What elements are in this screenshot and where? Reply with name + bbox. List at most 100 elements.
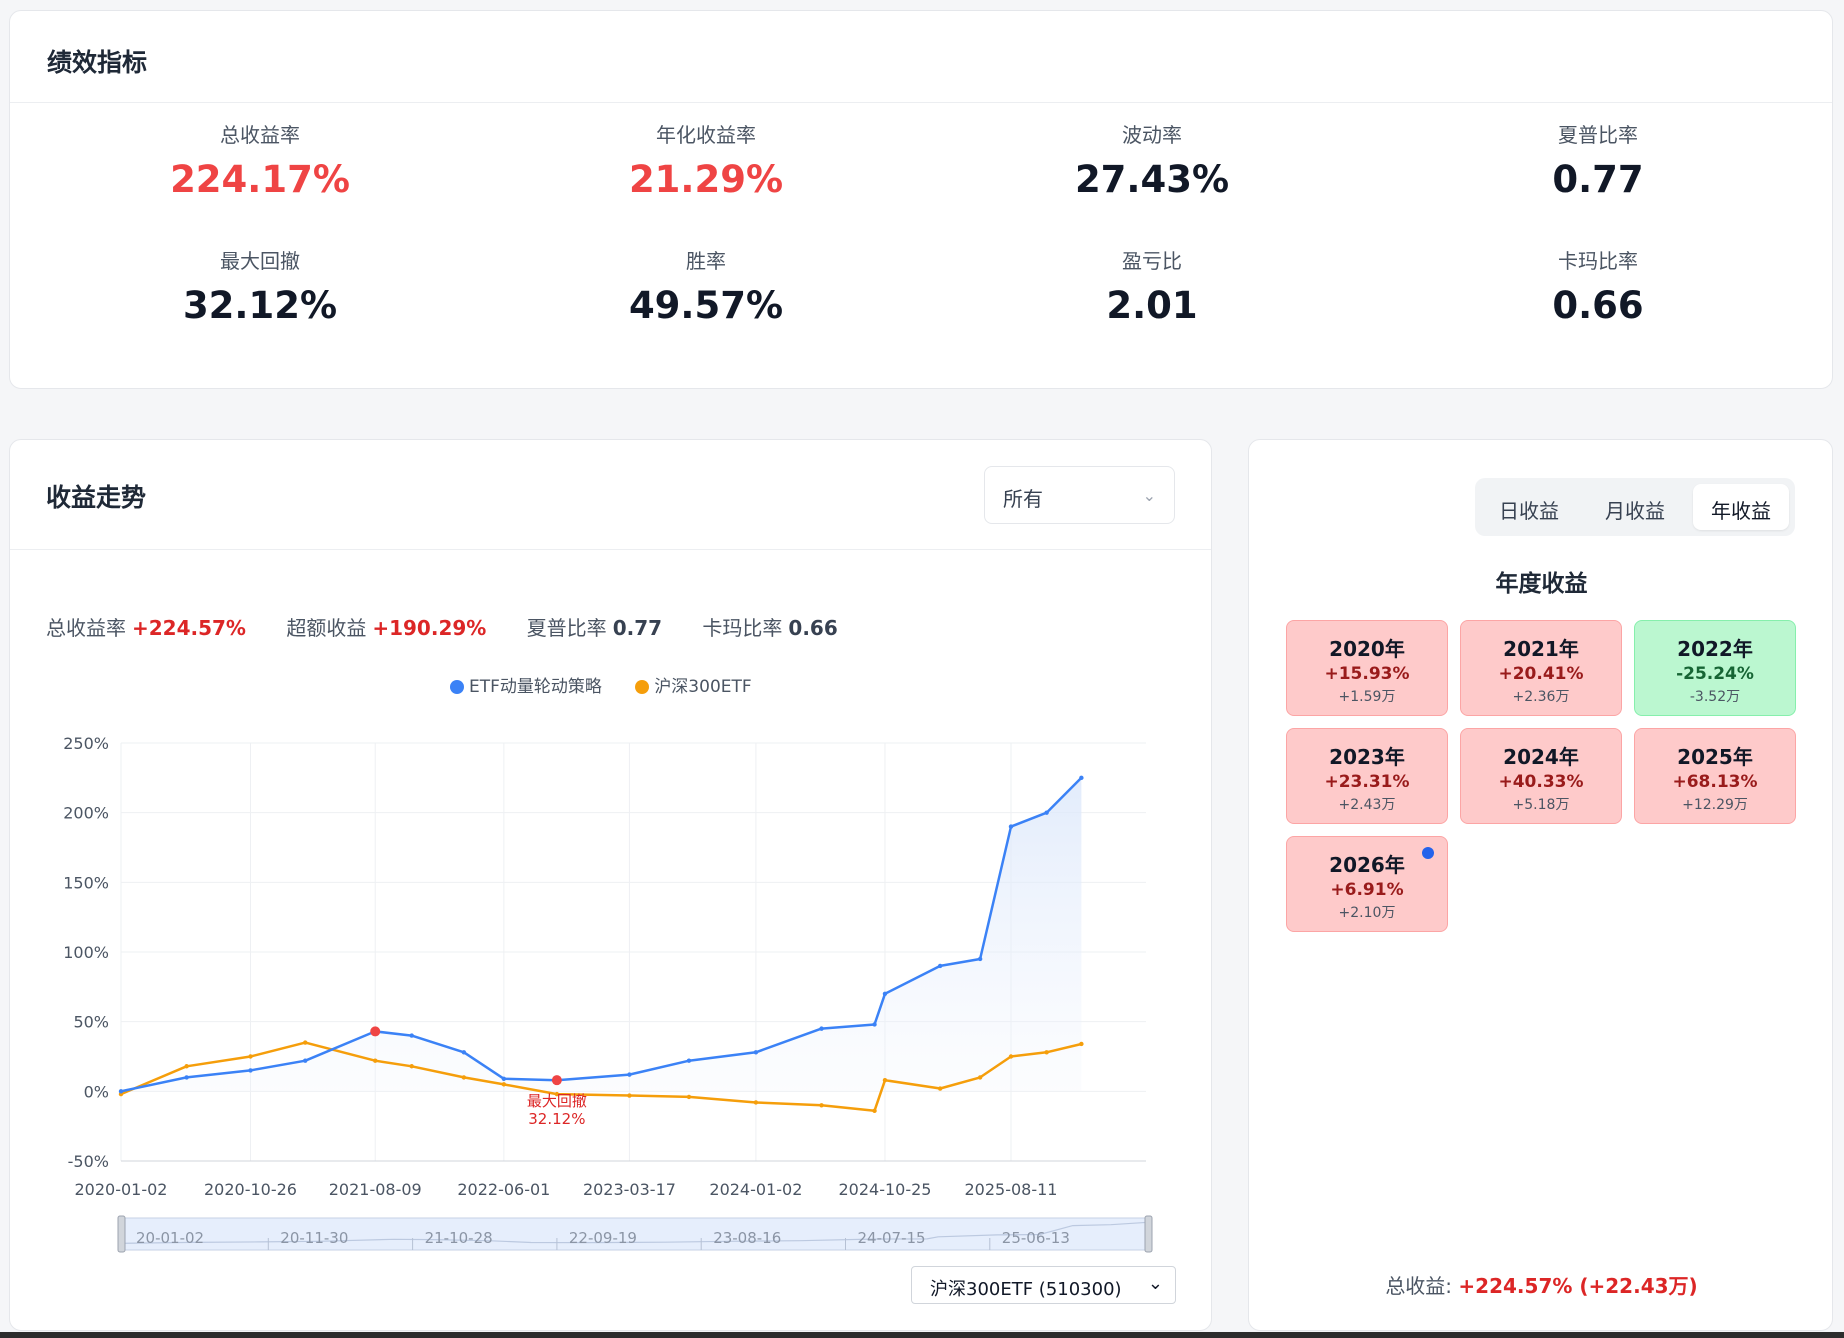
range-select-value: 所有 <box>1003 487 1043 511</box>
year-amount: -3.52万 <box>1689 689 1741 705</box>
data-point <box>686 1094 692 1100</box>
data-point <box>977 1075 983 1080</box>
metric-value: 32.12% <box>182 284 338 327</box>
year-pct: +20.41% <box>1498 664 1584 684</box>
chart-legend: ETF动量轮动策略 沪深300ETF <box>450 672 780 697</box>
year-amount: +2.36万 <box>1512 689 1570 705</box>
bottom-bar <box>0 1332 1844 1338</box>
yearly-title: 年度收益 <box>1495 571 1588 597</box>
data-point <box>872 1108 877 1114</box>
data-point <box>501 1076 507 1081</box>
y-tick-label: 250% <box>63 734 109 753</box>
metric-value: 27.43% <box>1074 158 1230 201</box>
metric-profit-loss-ratio: 盈亏比 2.01 <box>1002 245 1302 327</box>
data-point <box>753 1050 759 1055</box>
data-point <box>819 1103 824 1108</box>
data-point <box>303 1058 308 1063</box>
tab-yearly[interactable]: 年收益 <box>1693 484 1789 530</box>
peak-marker <box>370 1026 381 1037</box>
year-box[interactable]: 2022年 -25.24% -3.52万 <box>1634 620 1796 716</box>
zoom-tick-label: 20-11-30 <box>280 1229 348 1247</box>
yearly-total-label: 总收益: <box>1385 1274 1453 1298</box>
data-point <box>977 956 983 962</box>
y-tick-label: 150% <box>63 873 109 892</box>
x-tick-label: 2024-10-25 <box>838 1180 931 1199</box>
data-point <box>1044 1050 1049 1055</box>
legend-item[interactable]: 沪深300ETF <box>635 672 752 697</box>
metric-label: 卡玛比率 <box>1558 249 1638 273</box>
returns-chart[interactable]: 250% 200% 150% 100% 50% 0% -50% 2020-01-02 2020-… <box>10 440 1213 1332</box>
strategy-area <box>121 777 1082 1092</box>
yearly-card: 日收益 月收益 年收益 年度收益 2020年 +15.93% +1.59万 2021年… <box>1248 439 1833 1331</box>
tab-daily[interactable]: 日收益 <box>1499 499 1559 523</box>
tab-monthly[interactable]: 月收益 <box>1605 499 1665 523</box>
x-tick-label: 2024-01-02 <box>709 1180 802 1199</box>
metric-value: 0.66 <box>1552 284 1644 327</box>
year-label: 2026年 <box>1329 853 1405 877</box>
metric-value: 224.17% <box>170 158 350 201</box>
benchmark-select[interactable]: 沪深300ETF (510300) ⌄ <box>911 1266 1176 1304</box>
year-pct: -25.24% <box>1676 664 1754 684</box>
zoom-tick-label: 24-07-15 <box>858 1229 926 1247</box>
metric-label: 年化收益率 <box>656 123 756 147</box>
year-box[interactable]: 2021年 +20.41% +2.36万 <box>1460 620 1622 716</box>
x-tick-label: 2020-01-02 <box>75 1180 168 1199</box>
trend-stats: 总收益率 +224.57% 超额收益 +190.29% 夏普比率 0.77 卡玛比率 0… <box>46 612 872 641</box>
series-line <box>120 776 1083 1093</box>
data-point <box>882 1077 888 1083</box>
x-tick-label: 2023-03-17 <box>583 1180 676 1199</box>
metric-label: 盈亏比 <box>1122 249 1182 273</box>
metric-total-return: 总收益率 224.17% <box>110 119 410 201</box>
y-tick-label: 200% <box>63 804 109 823</box>
metric-label: 波动率 <box>1122 123 1182 147</box>
zoom-handle-left[interactable] <box>117 1215 126 1253</box>
year-box[interactable]: 2025年 +68.13% +12.29万 <box>1634 728 1796 824</box>
range-select[interactable]: 所有 ⌄ <box>984 466 1175 524</box>
data-point <box>819 1026 824 1031</box>
period-tabs: 日收益 月收益 年收益 <box>1475 478 1795 536</box>
year-pct: +23.31% <box>1324 772 1410 792</box>
current-year-dot <box>1422 847 1434 859</box>
data-point <box>248 1068 253 1073</box>
metric-label: 最大回撤 <box>220 249 300 273</box>
legend-item[interactable]: ETF动量轮动策略 <box>450 672 602 697</box>
year-box[interactable]: 2023年 +23.31% +2.43万 <box>1286 728 1448 824</box>
metric-volatility: 波动率 27.43% <box>1002 119 1302 201</box>
metric-sharpe: 夏普比率 0.77 <box>1448 119 1748 201</box>
data-point <box>937 1086 943 1091</box>
data-point <box>554 1091 560 1097</box>
series-line <box>120 1041 1082 1113</box>
metric-value: 0.77 <box>1552 158 1644 201</box>
zoom-tick-label: 23-08-16 <box>713 1229 781 1247</box>
zoom-handle-right[interactable] <box>1144 1215 1153 1253</box>
year-pct: +6.91% <box>1330 880 1404 900</box>
zoom-tick-label: 22-09-19 <box>569 1229 637 1247</box>
year-box[interactable]: 2024年 +40.33% +5.18万 <box>1460 728 1622 824</box>
year-label: 2025年 <box>1677 745 1753 769</box>
data-point <box>627 1093 632 1098</box>
legend-dot <box>450 680 464 694</box>
benchmark-select-value: 沪深300ETF (510300) <box>930 1279 1122 1300</box>
data-point <box>461 1050 467 1055</box>
data-point <box>627 1072 632 1077</box>
data-point <box>1079 1041 1084 1047</box>
year-label: 2024年 <box>1503 745 1579 769</box>
yearly-total: 总收益: +224.57% (+22.43万) <box>1249 1270 1834 1299</box>
year-label: 2021年 <box>1503 637 1579 661</box>
data-point <box>1044 810 1049 815</box>
trough-marker <box>551 1075 562 1086</box>
performance-card: 绩效指标 总收益率 224.17% 年化收益率 21.29% 波动率 27.43… <box>9 10 1833 389</box>
data-point <box>753 1100 759 1105</box>
y-tick-label: -50% <box>68 1152 109 1171</box>
year-box[interactable]: 2020年 +15.93% +1.59万 <box>1286 620 1448 716</box>
data-point <box>184 1075 189 1080</box>
metric-value: 49.57% <box>628 284 784 327</box>
yearly-total-value: +224.57% (+22.43万) <box>1458 1274 1698 1298</box>
stat-value: 0.66 <box>788 616 838 640</box>
year-pct: +15.93% <box>1324 664 1410 684</box>
chevron-down-icon: ⌄ <box>1147 1273 1163 1294</box>
year-box[interactable]: 2026年 +6.91% +2.10万 <box>1286 836 1448 932</box>
year-label: 2023年 <box>1329 745 1405 769</box>
zoom-tick-label: 21-10-28 <box>425 1229 493 1247</box>
performance-title: 绩效指标 <box>10 11 1832 103</box>
